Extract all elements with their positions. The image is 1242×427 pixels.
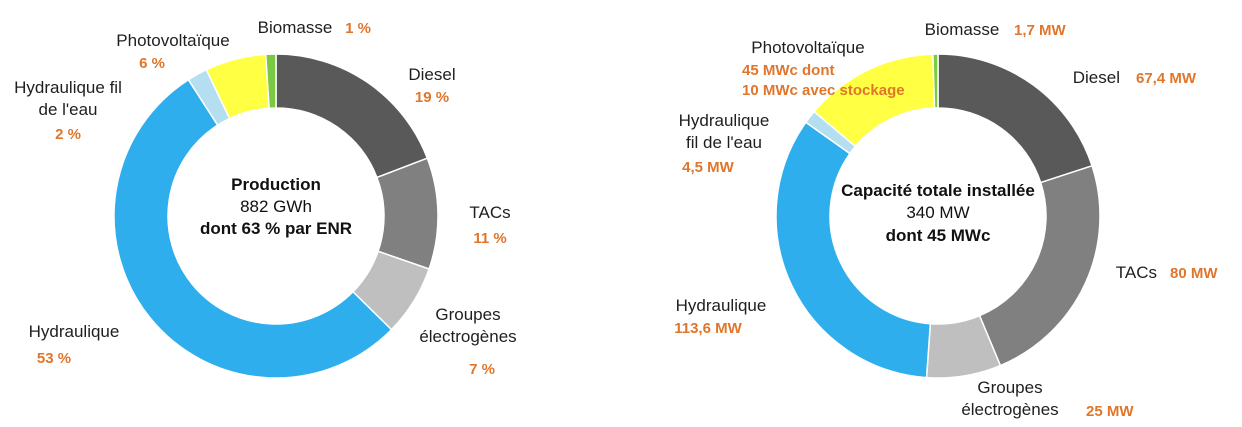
slice-value-tacs: 80 MW xyxy=(1170,265,1218,282)
center-text-line-3: dont 63 % par ENR xyxy=(200,219,352,238)
slice-biomasse xyxy=(264,53,277,110)
slice-value-photovoltaique: 6 % xyxy=(139,55,165,72)
slice-label-tacs: TACs xyxy=(1116,263,1157,282)
slice-hydraulique xyxy=(775,121,932,379)
production-donut-chart: Diesel 19 % TACs 11 % Groupes électrogènes 7 %… xyxy=(14,18,517,379)
slice-diesel xyxy=(275,53,429,179)
slice-value-groupes-electrogenes: 7 % xyxy=(469,361,495,378)
slice-value-biomasse: 1,7 MW xyxy=(1014,22,1067,39)
slice-label-photovoltaique: Photovoltaïque xyxy=(751,38,864,57)
slice-hydraulique xyxy=(113,78,393,379)
slice-label-groupes-electrogenes: Groupes électrogènes xyxy=(961,378,1058,419)
slice-label-biomasse: Biomasse xyxy=(258,18,333,37)
slice-label-groupes-electrogenes: Groupes électrogènes xyxy=(419,305,516,346)
slice-value-hydraulique-fil-de-l-eau: 4,5 MW xyxy=(682,159,735,176)
capacity-donut-chart: Diesel 67,4 MW TACs 80 MW Groupes électrogène… xyxy=(674,20,1218,420)
slice-value-photovoltaique: 45 MWc dont 10 MWc avec stockage xyxy=(742,62,905,99)
slice-value-hydraulique: 113,6 MW xyxy=(674,320,742,337)
slice-label-hydraulique-fil-de-l-eau: Hydraulique fil de l'eau xyxy=(679,111,770,152)
center-text-line-1: Production xyxy=(231,175,321,194)
center-text-line-2: 882 GWh xyxy=(240,197,312,216)
center-text-line-2: 340 MW xyxy=(906,203,969,222)
slice-value-diesel: 67,4 MW xyxy=(1136,70,1197,87)
slice-value-hydraulique: 53 % xyxy=(37,350,71,367)
slice-diesel xyxy=(937,53,1093,184)
slice-value-hydraulique-fil-de-l-eau: 2 % xyxy=(55,126,81,143)
slice-tacs xyxy=(375,157,439,270)
slice-label-hydraulique-fil-de-l-eau: Hydraulique fil de l'eau xyxy=(14,78,122,119)
slice-label-tacs: TACs xyxy=(469,203,510,222)
center-text-line-3: dont 45 MWc xyxy=(886,226,991,245)
slice-label-diesel: Diesel xyxy=(408,65,455,84)
slice-value-tacs: 11 % xyxy=(473,230,506,247)
slice-label-diesel: Diesel xyxy=(1073,68,1120,87)
slice-value-groupes-electrogenes: 25 MW xyxy=(1086,403,1134,420)
slice-value-diesel: 19 % xyxy=(415,89,449,106)
slice-value-biomasse: 1 % xyxy=(345,20,371,37)
slice-label-photovoltaique: Photovoltaïque xyxy=(116,31,229,50)
center-text-line-1: Capacité totale installée xyxy=(841,181,1035,200)
slice-label-hydraulique: Hydraulique xyxy=(676,296,767,315)
slice-label-biomasse: Biomasse xyxy=(925,20,1000,39)
slice-biomasse xyxy=(932,53,939,109)
slice-label-hydraulique: Hydraulique xyxy=(29,322,120,341)
